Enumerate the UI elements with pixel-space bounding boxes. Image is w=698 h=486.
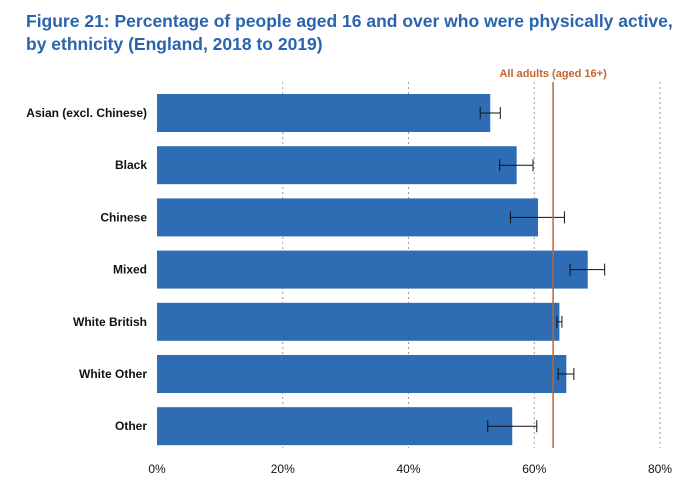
x-tick-label: 80% (648, 462, 672, 476)
bar (157, 94, 491, 132)
bars (157, 94, 588, 446)
bar (157, 407, 513, 446)
x-tick-label: 20% (271, 462, 295, 476)
category-label: Mixed (113, 263, 147, 277)
x-tick-label: 40% (396, 462, 420, 476)
bar (157, 146, 517, 185)
reference-line-label: All adults (aged 16+) (499, 68, 607, 80)
bar (157, 250, 588, 289)
category-label: Other (115, 419, 147, 433)
category-label: White British (73, 315, 147, 329)
x-axis-tick-labels: 0% 20% 40% 60% 80% (148, 462, 672, 476)
category-labels: Asian (excl. Chinese) Black Chinese Mixed Wh… (26, 106, 147, 433)
category-label: Chinese (100, 210, 147, 224)
error-bars (479, 107, 606, 433)
x-tick-label: 60% (522, 462, 546, 476)
category-label: White Other (79, 367, 147, 381)
x-tick-label: 0% (148, 462, 166, 476)
chart-title: Figure 21: Percentage of people aged 16 … (26, 11, 673, 54)
bar (157, 355, 567, 393)
category-label: Asian (excl. Chinese) (26, 106, 147, 120)
bar (157, 302, 560, 341)
category-label: Black (115, 158, 147, 172)
reference-line-group: All adults (aged 16+) (499, 68, 607, 448)
bar (157, 198, 539, 237)
